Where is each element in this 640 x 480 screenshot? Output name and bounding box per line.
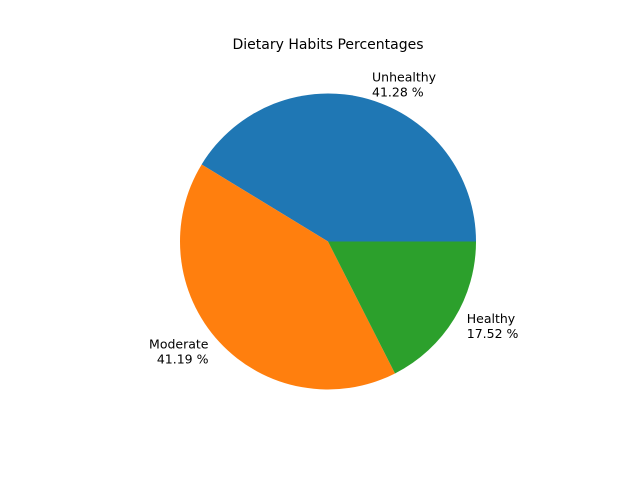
slice-label-healthy: Healthy 17.52 % — [467, 311, 519, 341]
slice-label-percent: 41.19 % — [157, 352, 209, 367]
slice-label-name: Healthy — [467, 311, 516, 326]
slice-labels: Unhealthy 41.28 % Moderate 41.19 % Healthy 17… — [149, 69, 518, 366]
pie-slice-unhealthy — [201, 93, 477, 242]
slice-label-percent: 41.28 % — [372, 84, 424, 99]
slice-label-name: Moderate — [149, 337, 209, 352]
pie-slice-healthy — [328, 241, 476, 374]
slice-label-unhealthy: Unhealthy 41.28 % — [372, 69, 437, 99]
slice-label-moderate: Moderate 41.19 % — [149, 337, 209, 367]
pie-slice-moderate — [180, 164, 396, 390]
pie-slices — [180, 93, 477, 390]
slice-label-name: Unhealthy — [372, 69, 437, 84]
slice-label-percent: 17.52 % — [467, 326, 519, 341]
chart-title: Dietary Habits Percentages — [232, 37, 423, 53]
